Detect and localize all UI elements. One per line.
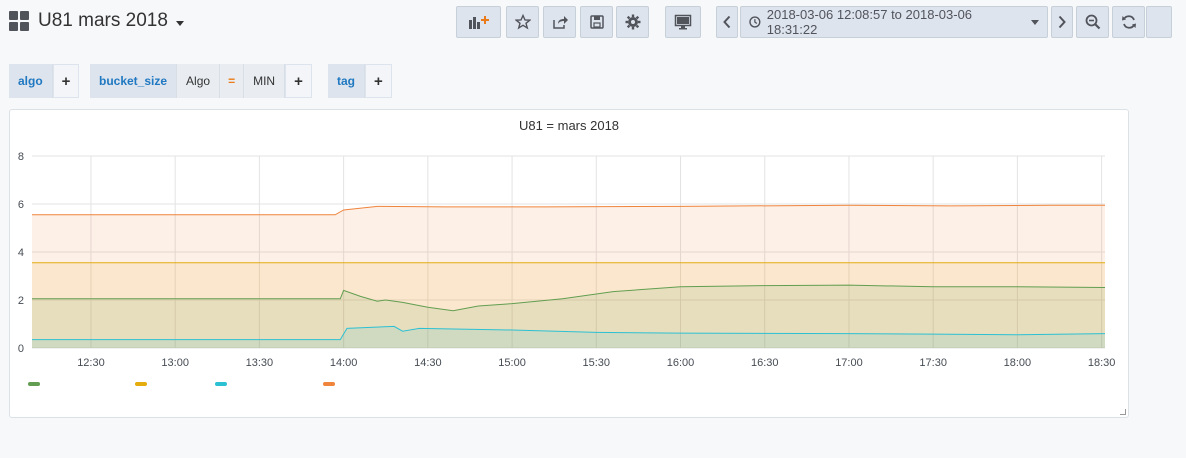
- caret-down-icon: [1031, 19, 1039, 25]
- save-icon: [589, 15, 604, 29]
- graph-chart[interactable]: 0 2 4 6 8 12:30 13:00 13:30 14:00 14:30 15:00 15:30…: [10, 110, 1128, 380]
- legend-item-yellow[interactable]: [135, 382, 147, 386]
- dashboard-title-dropdown[interactable]: U81 mars 2018: [38, 10, 184, 32]
- variable-bucket-size: bucket_size Algo = MIN +: [90, 64, 312, 98]
- series-area-green: [32, 285, 1105, 348]
- zoom-out-icon: [1085, 14, 1100, 30]
- refresh-icon: [1121, 15, 1136, 29]
- save-button[interactable]: [580, 6, 613, 38]
- series-area-orange: [32, 205, 1105, 348]
- add-filter-button[interactable]: +: [52, 64, 80, 98]
- x-tick-label: 12:30: [77, 357, 105, 369]
- x-tick-label: 15:30: [583, 357, 611, 369]
- series-line-green: [32, 284, 1106, 312]
- clock-icon: [749, 16, 761, 28]
- chevron-right-icon: [1058, 15, 1066, 29]
- x-tick-label: 17:30: [919, 357, 947, 369]
- panel-resize-handle[interactable]: [1120, 409, 1126, 415]
- series-area-yellow: [32, 262, 1105, 348]
- x-tick-label: 14:00: [330, 357, 358, 369]
- series-line-cyan: [32, 325, 1106, 341]
- share-button[interactable]: [543, 6, 576, 38]
- variable-operator[interactable]: =: [220, 64, 245, 98]
- x-tick-label: 18:00: [1004, 357, 1032, 369]
- add-filter-button[interactable]: +: [365, 64, 392, 98]
- dashboard-grid-icon[interactable]: [9, 11, 29, 31]
- dashboard-title: U81 mars 2018: [38, 10, 168, 31]
- add-filter-button[interactable]: +: [285, 64, 312, 98]
- panel-title[interactable]: U81 = mars 2018: [518, 118, 620, 133]
- variable-tag: tag +: [328, 64, 392, 98]
- variable-label-tag[interactable]: tag: [328, 64, 365, 98]
- x-tick-label: 17:00: [835, 357, 863, 369]
- variable-value-min[interactable]: MIN: [244, 64, 286, 98]
- caret-down-icon: [175, 20, 184, 26]
- gear-icon: [625, 14, 640, 30]
- refresh-interval-dropdown[interactable]: [1146, 6, 1172, 38]
- x-tick-label: 13:00: [161, 357, 189, 369]
- add-panel-icon: [468, 16, 489, 29]
- y-tick-label: 6: [18, 199, 24, 211]
- variable-value-algo[interactable]: Algo: [177, 64, 221, 98]
- time-shift-back-button[interactable]: [716, 6, 738, 38]
- time-range-picker[interactable]: 2018-03-06 12:08:57 to 2018-03-06 18:31:…: [740, 6, 1048, 38]
- y-tick-label: 8: [18, 151, 24, 163]
- x-tick-label: 16:00: [667, 357, 695, 369]
- x-tick-label: 13:30: [246, 357, 274, 369]
- variable-algo: algo +: [9, 64, 80, 98]
- x-tick-label: 15:00: [498, 357, 526, 369]
- top-navbar: U81 mars 2018 2018-03-06 12:08:57 to 201…: [0, 0, 1186, 46]
- time-range-label: 2018-03-06 12:08:57 to 2018-03-06 18:31:…: [766, 7, 973, 37]
- y-tick-label: 0: [18, 343, 24, 355]
- star-button[interactable]: [506, 6, 539, 38]
- refresh-button[interactable]: [1112, 6, 1145, 38]
- legend-item-orange[interactable]: [323, 382, 335, 386]
- chevron-left-icon: [723, 15, 731, 29]
- legend-item-green[interactable]: [28, 382, 40, 386]
- star-icon: [514, 14, 531, 30]
- time-shift-forward-button[interactable]: [1051, 6, 1073, 38]
- settings-button[interactable]: [616, 6, 649, 38]
- zoom-out-button[interactable]: [1076, 6, 1109, 38]
- variable-label-algo[interactable]: algo: [9, 64, 53, 98]
- add-panel-button[interactable]: [456, 6, 501, 38]
- share-icon: [552, 16, 568, 29]
- graph-panel: U81 = mars 2018 0 2 4 6 8 12:30 13:00 13:30 14:0…: [9, 109, 1129, 418]
- variable-label-bucket-size[interactable]: bucket_size: [90, 64, 178, 98]
- x-tick-label: 14:30: [414, 357, 442, 369]
- legend-item-cyan[interactable]: [215, 382, 227, 386]
- x-tick-label: 18:30: [1088, 357, 1116, 369]
- y-tick-label: 2: [18, 295, 24, 307]
- series-area-cyan: [32, 326, 1105, 348]
- monitor-icon: [674, 14, 692, 30]
- view-mode-button[interactable]: [665, 6, 701, 38]
- y-tick-label: 4: [18, 247, 24, 259]
- x-tick-label: 16:30: [751, 357, 779, 369]
- graph-legend: [10, 382, 1128, 392]
- series-line-orange: [32, 204, 1105, 216]
